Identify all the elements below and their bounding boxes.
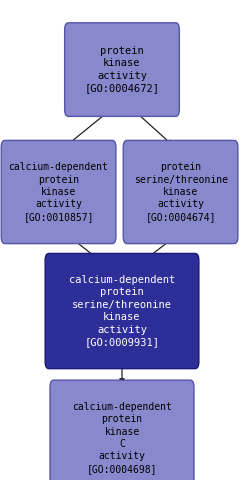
- Text: calcium-dependent
protein
serine/threonine
kinase
activity
[GO:0009931]: calcium-dependent protein serine/threoni…: [69, 275, 175, 347]
- FancyBboxPatch shape: [50, 380, 194, 480]
- Text: calcium-dependent
protein
kinase
activity
[GO:0010857]: calcium-dependent protein kinase activit…: [9, 162, 109, 222]
- FancyBboxPatch shape: [123, 141, 238, 244]
- FancyBboxPatch shape: [65, 23, 179, 117]
- Text: protein
serine/threonine
kinase
activity
[GO:0004674]: protein serine/threonine kinase activity…: [133, 162, 228, 222]
- Text: calcium-dependent
protein
kinase
C
activity
[GO:0004698]: calcium-dependent protein kinase C activ…: [72, 402, 172, 474]
- Text: protein
kinase
activity
[GO:0004672]: protein kinase activity [GO:0004672]: [84, 46, 160, 93]
- FancyBboxPatch shape: [45, 253, 199, 369]
- FancyBboxPatch shape: [1, 141, 116, 244]
